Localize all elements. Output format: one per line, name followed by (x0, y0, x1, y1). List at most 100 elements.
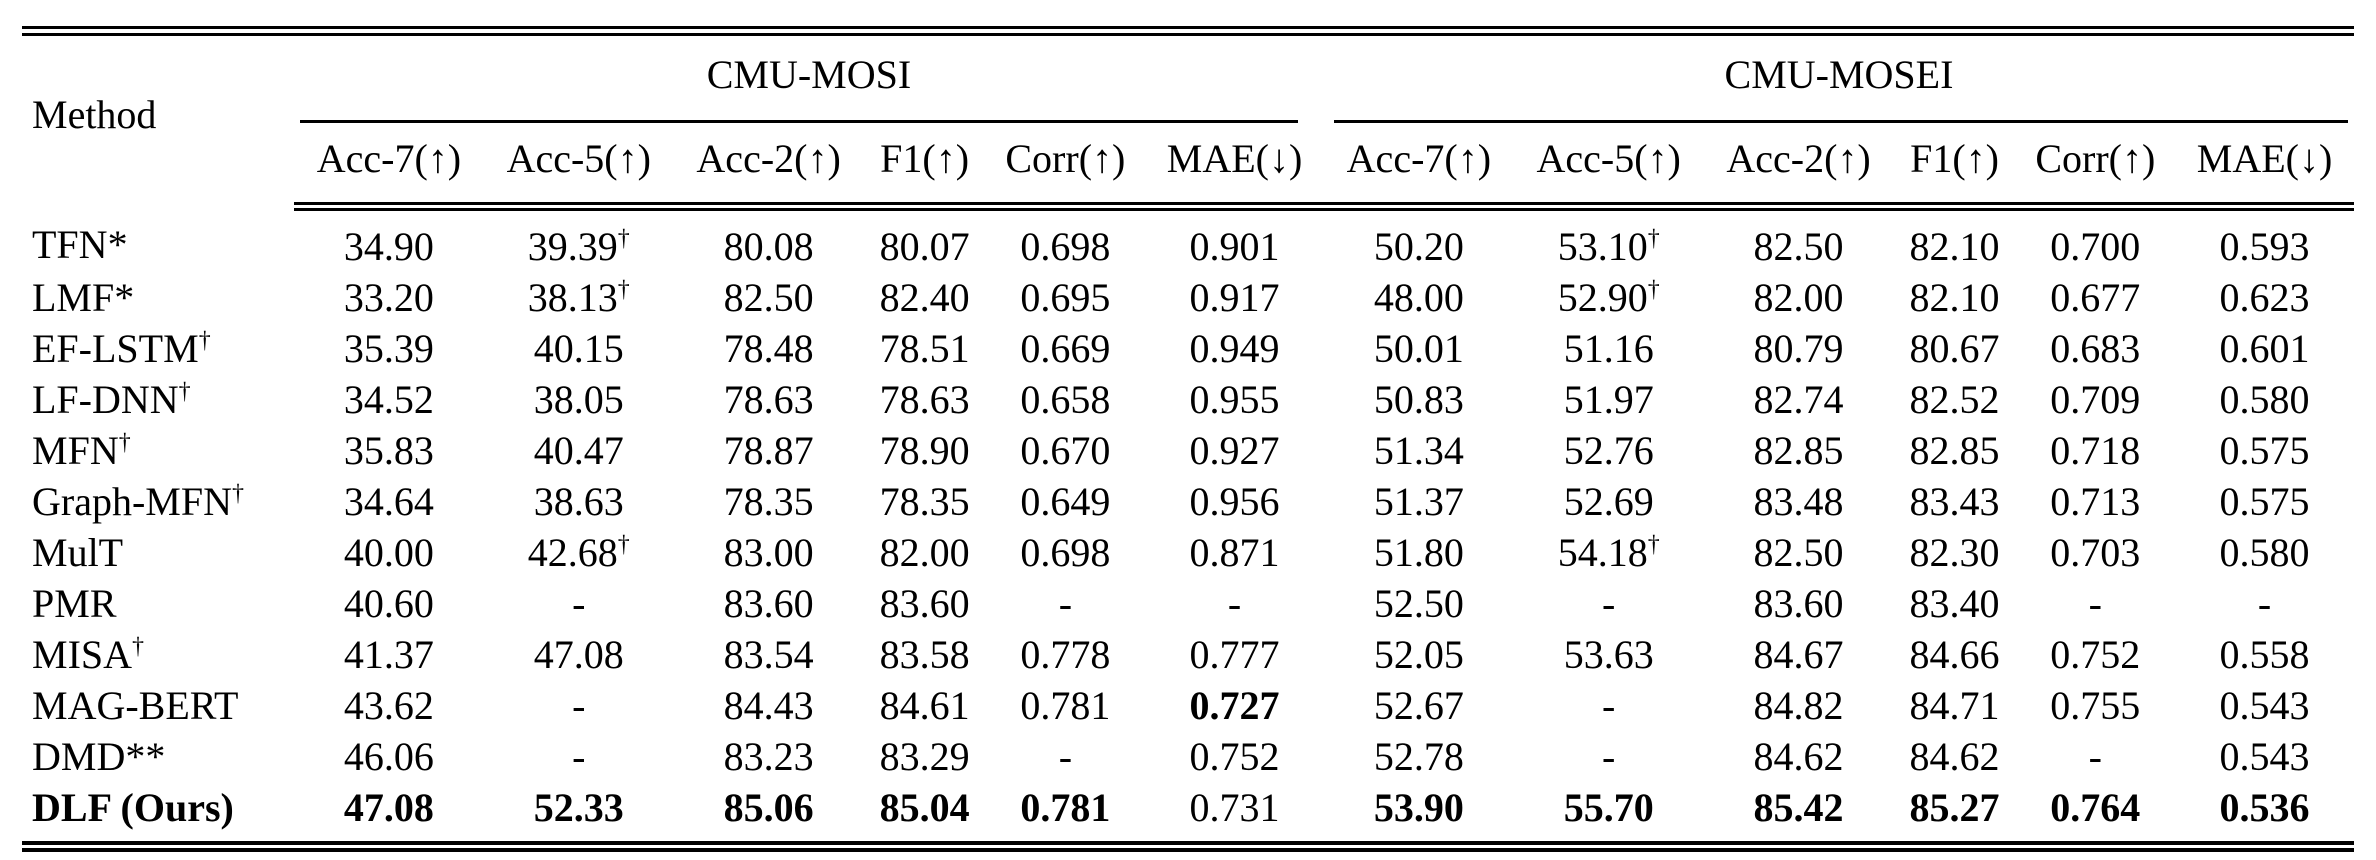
header-mosi-acc7: Acc-7(↑) (294, 125, 484, 211)
value-cell: 0.575 (2219, 428, 2310, 473)
value-cell: 52.90† (1557, 275, 1660, 320)
value-cell: 85.42 (1753, 785, 1844, 830)
value-cell: 53.63 (1563, 632, 1654, 677)
value-cell: 80.07 (879, 224, 970, 269)
dagger-sup: † (198, 327, 211, 354)
value-cell: 0.718 (2050, 428, 2141, 473)
dagger-sup: † (178, 378, 191, 405)
value-cell: 82.10 (1909, 275, 2000, 320)
value-cell: 78.90 (879, 428, 970, 473)
dagger-sup: † (617, 531, 630, 558)
value-cell: 82.50 (1753, 224, 1844, 269)
value-cell: 84.82 (1753, 683, 1844, 728)
value-cell: 0.781 (1020, 683, 1111, 728)
value-cell: 82.85 (1909, 428, 2000, 473)
value-cell: - (1602, 683, 1616, 728)
value-cell: 35.83 (343, 428, 434, 473)
table-row: LMF* 33.20 38.13† 82.50 82.40 0.695 0.917 48.00… (22, 272, 2354, 323)
group-header-cmu-mosi: CMU-MOSI (294, 31, 1324, 125)
value-cell: 51.37 (1373, 479, 1464, 524)
header-mosei-f1: F1(↑) (1893, 125, 2016, 211)
value-cell: 0.731 (1189, 785, 1280, 830)
header-mosei-mae: MAE(↓) (2175, 125, 2354, 211)
value-cell: 0.670 (1020, 428, 1111, 473)
value-cell: 82.52 (1909, 377, 2000, 422)
table-body: TFN* 34.90 39.39† 80.08 80.07 0.698 0.901 50.20… (22, 207, 2354, 847)
value-cell: 0.669 (1020, 326, 1111, 371)
value-cell: - (2257, 581, 2272, 626)
dagger-sup: † (132, 633, 145, 660)
value-cell: 52.76 (1563, 428, 1654, 473)
value-cell: 83.29 (879, 734, 970, 779)
method-cell: Graph-MFN† (32, 479, 244, 524)
value-cell: 38.05 (533, 377, 624, 422)
value-cell: 0.871 (1189, 530, 1280, 575)
value-cell: 0.649 (1020, 479, 1111, 524)
value-cell: 0.752 (1189, 734, 1280, 779)
value-cell: 52.78 (1373, 734, 1464, 779)
method-cell: PMR (32, 581, 117, 626)
value-cell: 52.50 (1373, 581, 1464, 626)
results-table: Method CMU-MOSI CMU-MOSEI Acc-7(↑) Acc-5… (22, 26, 2354, 852)
dagger-sup: † (1647, 531, 1660, 558)
value-cell: 0.543 (2219, 734, 2310, 779)
dagger-sup: † (1647, 276, 1660, 303)
value-cell: 80.08 (723, 224, 814, 269)
value-cell: 51.16 (1563, 326, 1654, 371)
value-cell: 83.43 (1909, 479, 2000, 524)
value-cell: 0.580 (2219, 530, 2310, 575)
value-cell: 83.60 (723, 581, 814, 626)
table-row: LF-DNN† 34.52 38.05 78.63 78.63 0.658 0.955 50.… (22, 374, 2354, 425)
value-cell: 0.901 (1189, 224, 1280, 269)
value-cell: 0.698 (1020, 530, 1111, 575)
value-cell: 34.64 (343, 479, 434, 524)
value-cell: 43.62 (343, 683, 434, 728)
value-cell: 0.949 (1189, 326, 1280, 371)
value-cell: - (1058, 581, 1073, 626)
value-cell: 83.54 (723, 632, 814, 677)
value-cell: 82.50 (1753, 530, 1844, 575)
method-cell: MAG-BERT (32, 683, 239, 728)
header-mosi-corr: Corr(↑) (985, 125, 1146, 211)
value-cell: 35.39 (343, 326, 434, 371)
dagger-sup: † (118, 429, 131, 456)
value-cell: 52.69 (1563, 479, 1654, 524)
value-cell: 33.20 (343, 275, 434, 320)
value-cell: 40.47 (533, 428, 624, 473)
table-row: DMD** 46.06 - 83.23 83.29 - 0.752 52.78 - 84.62 84… (22, 731, 2354, 782)
table-row: MFN† 35.83 40.47 78.87 78.90 0.670 0.927 51.34 5… (22, 425, 2354, 476)
value-cell: 39.39† (527, 224, 630, 269)
value-cell: 48.00 (1373, 275, 1464, 320)
value-cell: 0.703 (2050, 530, 2141, 575)
dagger-sup: † (617, 225, 630, 252)
value-cell: 85.27 (1909, 785, 2000, 830)
value-cell: 0.677 (2050, 275, 2141, 320)
value-cell: 46.06 (343, 734, 434, 779)
header-mosei-corr: Corr(↑) (2015, 125, 2176, 211)
value-cell: 51.80 (1373, 530, 1464, 575)
value-cell: - (572, 683, 586, 728)
value-cell: 85.04 (879, 785, 970, 830)
value-cell: 0.698 (1020, 224, 1111, 269)
table-row: Graph-MFN† 34.64 38.63 78.35 78.35 0.649 0.956… (22, 476, 2354, 527)
value-cell: 78.35 (723, 479, 814, 524)
value-cell: 78.87 (723, 428, 814, 473)
value-cell: 55.70 (1563, 785, 1654, 830)
value-cell: 82.85 (1753, 428, 1844, 473)
value-cell: 83.00 (723, 530, 814, 575)
value-cell: 84.71 (1909, 683, 2000, 728)
value-cell: 82.40 (879, 275, 970, 320)
value-cell: 34.90 (343, 224, 434, 269)
method-cell: EF-LSTM† (32, 326, 211, 371)
value-cell: 0.700 (2050, 224, 2141, 269)
method-cell: DLF (Ours) (32, 785, 234, 830)
group-header-cmu-mosei: CMU-MOSEI (1324, 31, 2354, 125)
table-row: DLF (Ours) 47.08 52.33 85.06 85.04 0.781 0.731… (22, 782, 2354, 847)
value-cell: 0.601 (2219, 326, 2310, 371)
value-cell: 52.67 (1373, 683, 1464, 728)
value-cell: 0.575 (2219, 479, 2310, 524)
value-cell: 82.30 (1909, 530, 2000, 575)
value-cell: 0.778 (1020, 632, 1111, 677)
table-row: MAG-BERT 43.62 - 84.43 84.61 0.781 0.727 52.67 -… (22, 680, 2354, 731)
method-cell: MISA† (32, 632, 145, 677)
